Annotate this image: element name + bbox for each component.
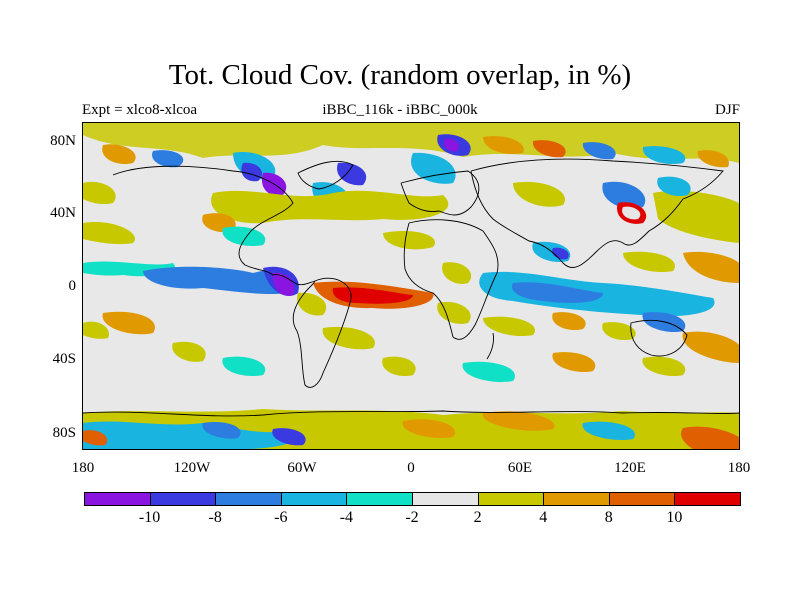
southern-midlatitude-anomalies <box>83 311 739 383</box>
colorbar-segment <box>477 492 545 506</box>
colorbar-segment <box>84 492 151 506</box>
plot-title: Tot. Cloud Cov. (random overlap, in %) <box>168 59 632 91</box>
colorbar-segment <box>280 492 348 506</box>
colorbar-segment <box>215 492 282 506</box>
colorbar-segment <box>346 492 413 506</box>
colorbar-label: 4 <box>539 509 548 526</box>
colorbar <box>84 492 741 506</box>
lat-label-equator: 0 <box>68 278 77 294</box>
colorbar-label: -6 <box>274 509 288 526</box>
lon-label-180-right: 180 <box>727 460 751 476</box>
colorbar-segment <box>149 492 217 506</box>
antarctic-anomalies <box>83 409 739 449</box>
season-label: DJF <box>714 102 740 118</box>
colorbar-segment <box>674 492 741 506</box>
colorbar-label: -2 <box>405 509 419 526</box>
lon-label-60w: 60W <box>287 460 317 476</box>
colorbar-segment <box>412 492 479 506</box>
colorbar-label: -10 <box>138 509 161 526</box>
experiment-label: Expt = xlco8-xlcoa <box>82 102 198 118</box>
cloud-cover-map <box>83 123 739 449</box>
lat-label-80n: 80N <box>50 133 76 149</box>
coastlines <box>83 158 739 417</box>
arctic-anomalies <box>83 123 739 210</box>
lon-label-120w: 120W <box>173 460 211 476</box>
lat-label-40s: 40S <box>52 351 76 367</box>
colorbar-label: 8 <box>604 509 613 526</box>
lon-label-0: 0 <box>407 460 415 476</box>
difference-label: iBBC_116k - iBBC_000k <box>322 102 478 118</box>
tropical-anomalies <box>83 241 739 341</box>
colorbar-label: -8 <box>208 509 222 526</box>
lon-label-120e: 120E <box>614 460 646 476</box>
lon-label-180-left: 180 <box>71 460 95 476</box>
map-panel <box>82 122 740 450</box>
lat-label-40n: 40N <box>50 205 76 221</box>
colorbar-label: -4 <box>339 509 354 526</box>
colorbar-label: 2 <box>473 509 482 526</box>
lat-label-80s: 80S <box>52 425 76 441</box>
northern-midlatitude-anomalies <box>83 176 739 250</box>
colorbar-segment <box>543 492 610 506</box>
colorbar-segment <box>608 492 676 506</box>
colorbar-label: 10 <box>666 509 683 526</box>
lon-label-60e: 60E <box>507 460 533 476</box>
